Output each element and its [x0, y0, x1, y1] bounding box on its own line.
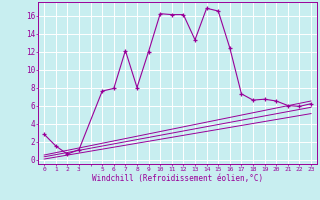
- X-axis label: Windchill (Refroidissement éolien,°C): Windchill (Refroidissement éolien,°C): [92, 174, 263, 183]
